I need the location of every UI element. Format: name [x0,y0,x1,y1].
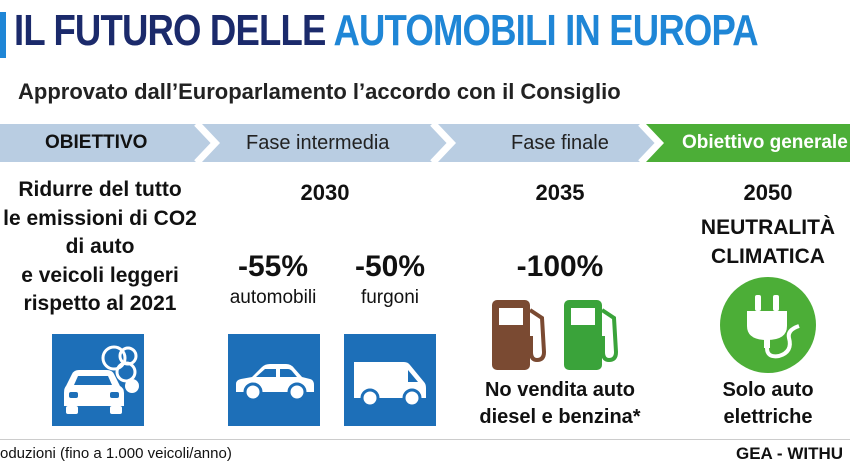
fuel-pumps-icon [492,300,619,370]
page-subtitle: Approvato dall’Europarlamento l’accordo … [18,79,621,104]
title-accent-bar [0,12,6,58]
title-part-accent: AUTOMOBILI IN EUROPA [333,6,758,55]
footer-note: oduzioni (fino a 1.000 veicoli/anno) [0,445,232,462]
furgoni-tile [344,334,436,426]
label-automobili: automobili [229,287,317,308]
car-icon [236,364,314,402]
pct-automobili: -55% [237,250,309,283]
automobili-tile [228,334,320,426]
label-furgoni: furgoni [360,287,420,308]
step-label-obiettivo-generale: Obiettivo generale [682,132,848,153]
pct-furgoni: -50% [354,250,426,283]
objective-line: Ridurre del tutto [18,178,182,201]
van-icon [354,362,426,408]
final-note: No vendita auto diesel e benzina* [470,377,650,431]
year-2035: 2035 [535,180,585,205]
general-title-line: CLIMATICA [711,245,825,268]
car-exhaust-icon [64,345,139,414]
general-title-line: NEUTRALITÀ [700,216,836,239]
general-note-line: Solo auto [722,379,814,401]
page-title: IL FUTURO DELLE AUTOMOBILI IN EUROPA [14,6,759,56]
emissions-car-tile [52,334,144,426]
objective-line: di auto [65,235,135,258]
objective-line: rispetto al 2021 [23,292,177,315]
step-label-fase-intermedia: Fase intermedia [246,132,390,154]
step-divider-1 [194,124,218,162]
step-arrow-3 [438,124,658,162]
final-note-line: diesel e benzina* [479,406,641,428]
objective-text: Ridurre del tutto le emissioni di CO2 di… [0,176,200,319]
objective-line: e veicoli leggeri [21,263,179,287]
year-2050: 2050 [743,180,793,205]
step-arrow-2 [202,124,450,162]
general-note-line: elettriche [723,406,813,428]
title-part-dark: IL FUTURO DELLE [14,6,334,55]
pct-final: -100% [516,250,604,283]
objective-line: le emissioni di CO2 [3,206,197,230]
diesel-pump-icon [492,300,547,370]
step-divider-2 [430,124,454,162]
step-arrow-1 [0,124,214,162]
petrol-pump-icon [564,300,619,370]
electric-plug-icon [720,277,816,373]
step-arrow-4 [646,124,850,162]
final-note-line: No vendita auto [484,379,635,401]
footer-credit: GEA - WITHU [736,444,844,463]
footer-divider [0,439,850,440]
step-divider-3 [638,124,662,162]
step-label-obiettivo: OBIETTIVO [45,132,148,153]
steps-arrows [0,124,850,162]
year-2030: 2030 [300,180,350,205]
general-title: NEUTRALITÀ CLIMATICA [688,213,848,271]
step-label-fase-finale: Fase finale [511,132,609,154]
steps-band [0,124,850,162]
general-note: Solo auto elettriche [688,377,848,431]
